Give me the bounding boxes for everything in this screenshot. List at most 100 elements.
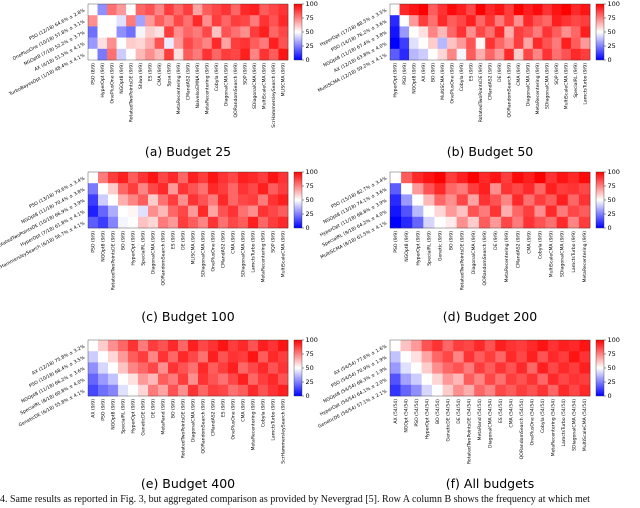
heatmap-cell (164, 15, 175, 27)
heatmap-cell (148, 351, 159, 363)
heatmap-cell (116, 4, 127, 16)
heatmap-cell (208, 384, 219, 397)
column-tick-label: AX (54/54) (393, 399, 399, 424)
heatmap-cell (198, 384, 209, 397)
heatmap-cell (484, 362, 496, 374)
heatmap-cell (128, 351, 139, 363)
column-tick-label: HyperOpt (9/9) (131, 231, 137, 266)
heatmap-cell (164, 4, 175, 16)
column-tick-label: DiagonalCMA (54/54) (488, 399, 494, 448)
heatmap-cell (534, 194, 546, 206)
column-tick-label: SDiagonalCMA (9/9) (201, 231, 207, 277)
heatmap-cell (202, 15, 213, 27)
heatmap-cell (484, 340, 496, 352)
heatmap-cell (202, 26, 213, 38)
column-tick-label: ES (9/9) (221, 399, 227, 417)
heatmap-cell (218, 373, 229, 386)
heatmap-cell (456, 48, 467, 61)
heatmap-panel-4: PSO (15/18) 82.7% ± 3.4%NGOpt8 (13/18) 7… (319, 168, 620, 324)
heatmap-cell (512, 183, 524, 195)
column-tick-label: CMA (9/9) (241, 399, 247, 422)
heatmap-cell (401, 183, 413, 195)
heatmap-cell (202, 4, 213, 16)
heatmap-cell (400, 384, 412, 397)
heatmap-cell (228, 340, 239, 352)
heatmap-cell (218, 205, 229, 218)
heatmap-cell (221, 15, 232, 27)
column-tick-label: QORandomSearch (9/9) (482, 231, 488, 286)
column-tick-label: SQP (9/9) (271, 231, 277, 253)
heatmap-cell (478, 183, 491, 195)
heatmap-cell (513, 4, 524, 16)
heatmap-frame (389, 3, 591, 61)
heatmap-cell (556, 216, 569, 229)
heatmap-cell (208, 205, 219, 218)
heatmap-cell (434, 194, 446, 206)
heatmap-cell (240, 4, 251, 16)
heatmap-cell (135, 37, 146, 50)
heatmap-cell (268, 15, 279, 27)
heatmap-cell (138, 373, 149, 386)
heatmap-cell (579, 351, 591, 363)
column-tick-label: QORandomSearch (9/9) (161, 231, 167, 286)
heatmap-cell (551, 4, 562, 16)
heatmap-cell (542, 48, 553, 61)
heatmap-cell (456, 194, 469, 206)
heatmap-cell (561, 37, 572, 50)
column-tick-label: OnePlusOne (9/9) (109, 63, 115, 104)
heatmap-cell (278, 37, 289, 50)
heatmap-cell (442, 351, 454, 363)
heatmap-cell (198, 373, 209, 386)
heatmap-cell (570, 26, 581, 38)
heatmap-cell (258, 205, 269, 218)
heatmap-cell (126, 4, 136, 16)
heatmap-cell (447, 15, 457, 27)
heatmap-cell (278, 15, 289, 27)
heatmap-cell (547, 384, 559, 397)
heatmap-cell (188, 194, 199, 206)
heatmap-cell (512, 216, 524, 229)
heatmap-cell (88, 172, 99, 184)
heatmap-cell (561, 48, 572, 61)
heatmap-cell (248, 172, 259, 184)
panel-caption: (c) Budget 100 (141, 309, 234, 324)
heatmap-cell (98, 205, 109, 218)
heatmap-cell (198, 340, 209, 352)
heatmap-cell (501, 216, 513, 229)
heatmap-cell (475, 37, 486, 50)
column-tick-label: NGOpt8 (9/9) (119, 63, 125, 94)
heatmap-cell (579, 362, 591, 374)
column-tick-label: DE (54/54) (456, 399, 462, 424)
heatmap-cell (494, 37, 505, 50)
heatmap-cell (158, 172, 169, 184)
column-tick-label: MetaRand (9/9) (161, 399, 167, 435)
colorbar-tick-label: 75 (306, 350, 314, 358)
heatmap-cell (445, 216, 457, 229)
heatmap-cell (278, 4, 289, 16)
heatmap-cell (118, 216, 129, 229)
heatmap-cell (188, 362, 199, 374)
heatmap-cell (432, 351, 443, 363)
heatmap-cell (108, 172, 119, 184)
heatmap-cell (467, 194, 480, 206)
colorbar-tick-label: 75 (306, 14, 314, 22)
heatmap-cell (466, 37, 477, 50)
heatmap-cell (421, 373, 433, 386)
heatmap-cell (278, 351, 289, 363)
colorbar (293, 339, 303, 397)
heatmap-cell (188, 340, 199, 352)
heatmap-cell (88, 4, 98, 16)
column-tick-label: CMandAS2 (9/9) (211, 399, 217, 436)
colorbar-tick-label: 75 (306, 182, 314, 190)
heatmap-cell (580, 26, 591, 38)
heatmap-cell (145, 4, 155, 16)
heatmap-cell (258, 194, 269, 206)
heatmap-cell (580, 48, 591, 61)
column-tick-label: HyperOpt (9/9) (131, 399, 137, 434)
column-tick-label: BO (9/9) (121, 231, 127, 250)
column-tick-label: OnePlusOne (9/9) (449, 63, 455, 104)
heatmap-cell (128, 172, 139, 184)
heatmap-cell (188, 205, 199, 218)
colorbar-tick-label: 0 (608, 392, 612, 400)
column-tick-label: MultiScaleCMA (9/9) (564, 63, 570, 110)
